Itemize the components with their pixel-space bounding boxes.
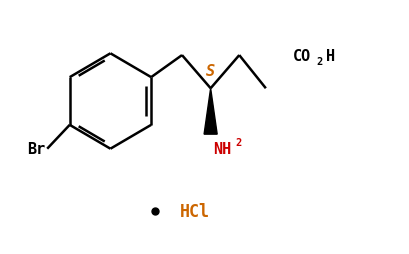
Text: H: H bbox=[326, 49, 335, 63]
Text: 2: 2 bbox=[316, 56, 322, 67]
Text: CO: CO bbox=[292, 49, 311, 63]
Text: HCl: HCl bbox=[180, 202, 210, 220]
Text: S: S bbox=[206, 64, 215, 79]
Text: Br: Br bbox=[27, 142, 45, 156]
Text: 2: 2 bbox=[235, 137, 241, 147]
Polygon shape bbox=[204, 89, 217, 135]
Text: NH: NH bbox=[213, 141, 231, 156]
